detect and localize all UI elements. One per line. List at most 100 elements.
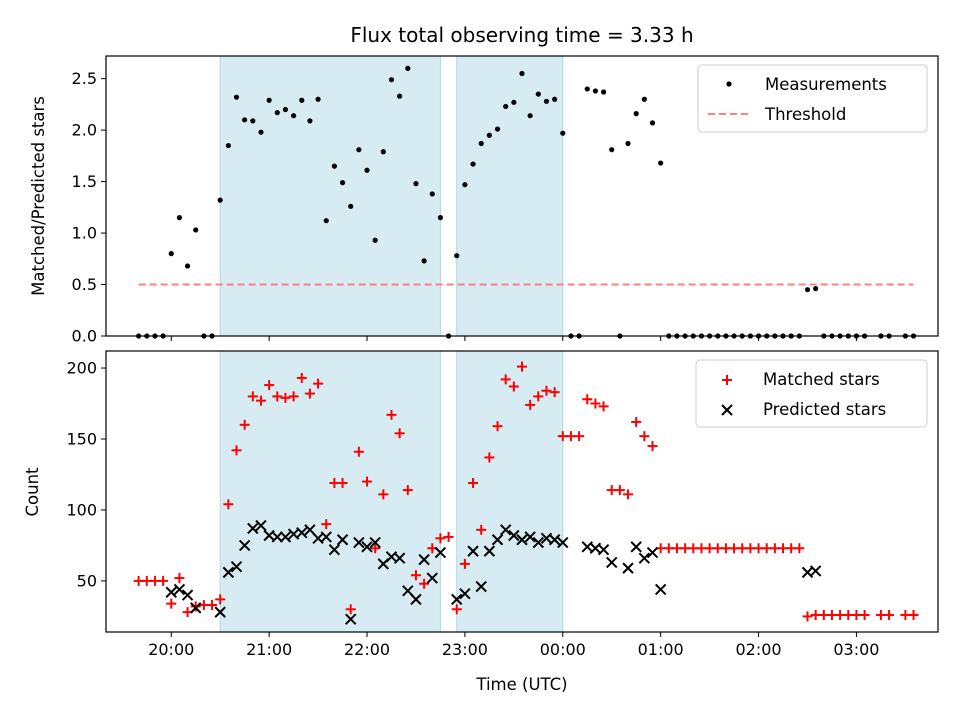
matched-stars-point	[353, 446, 364, 457]
predicted-stars-point	[230, 561, 243, 573]
measurements-point	[291, 113, 297, 119]
top-y-tick-label: 2.5	[72, 69, 97, 88]
bottom-y-axis-label: Count	[23, 467, 42, 517]
matched-stars-point	[345, 604, 356, 615]
predicted-stars-point	[630, 541, 642, 553]
measurements-point	[258, 129, 264, 135]
matched-stars-point	[549, 387, 560, 398]
measurements-point	[641, 96, 647, 102]
top-y-tick-label: 2.0	[72, 121, 97, 140]
predicted-stars-point	[597, 543, 610, 556]
bottom-legend: Matched stars Predicted stars	[695, 359, 928, 428]
bot-y-tick-label: 200	[66, 359, 97, 378]
predicted-stars-point	[557, 536, 569, 549]
top-legend-box	[697, 64, 928, 133]
predicted-stars-point	[638, 552, 651, 564]
bottom-shaded-intervals	[219, 350, 564, 633]
matched-stars-point	[321, 519, 332, 530]
top-series-group	[136, 65, 917, 339]
top-y-tick-label: 1.0	[72, 224, 97, 243]
predicted-stars-point	[499, 524, 512, 536]
measurements-point	[592, 88, 599, 94]
matched-stars-point	[459, 558, 470, 569]
matched-stars-point	[647, 441, 658, 452]
predicted-stars-point	[190, 602, 202, 614]
matched-stars-point	[435, 533, 446, 544]
measurements-point	[552, 96, 558, 102]
predicted-stars-point	[328, 543, 341, 556]
measurements-point	[633, 111, 639, 117]
measurements-point	[813, 286, 819, 292]
matched-stars-point	[264, 380, 275, 391]
predicted-stars-point	[410, 593, 422, 606]
bot-y-tick-label: 150	[66, 429, 97, 448]
predicted-stars-point	[214, 606, 226, 618]
top-legend: Measurements Threshold	[697, 64, 928, 133]
measurements-point	[193, 227, 199, 233]
predicted-stars-point	[255, 519, 267, 532]
top-panel: 0.0 0.5 1.0 1.5 2.0 2.5 Flux total observing …	[29, 23, 939, 346]
measurements-point	[282, 106, 289, 113]
top-y-tick-label: 0.0	[72, 327, 97, 346]
legend-measurements-marker	[726, 81, 732, 87]
matched-stars-point	[402, 485, 413, 496]
matched-stars-point	[508, 381, 519, 392]
measurements-point	[429, 191, 435, 197]
measurements-point	[299, 97, 305, 103]
matched-stars-point	[476, 524, 487, 535]
top-shaded-interval-0	[219, 55, 441, 337]
measurements-point	[609, 147, 615, 153]
measurements-point	[584, 86, 590, 92]
predicted-stars-point	[606, 556, 618, 569]
predicted-stars-point	[165, 586, 177, 598]
legend-predicted-label: Predicted stars	[763, 400, 886, 419]
x-tick-label: 01:00	[638, 640, 684, 659]
measurements-point	[519, 70, 525, 77]
predicted-stars-point	[418, 553, 430, 566]
measurements-point	[486, 132, 492, 138]
matched-stars-point	[288, 391, 299, 402]
predicted-stars-point	[426, 572, 438, 584]
matched-stars-point	[623, 489, 634, 500]
predicted-stars-point	[516, 534, 528, 546]
predicted-stars-point	[809, 565, 822, 577]
measurements-point	[454, 253, 460, 259]
measurements-point	[462, 182, 468, 188]
predicted-stars-point	[279, 531, 292, 543]
measurements-point	[658, 160, 664, 166]
x-tick-label: 20:00	[148, 640, 194, 659]
measurements-point	[421, 258, 427, 264]
matched-stars-point	[370, 543, 381, 554]
measurements-point	[413, 181, 419, 187]
bottom-y-ticks: 50 100 150 200	[66, 359, 106, 590]
predicted-stars-point	[296, 526, 308, 539]
matched-stars-point	[215, 594, 226, 605]
matched-stars-point	[207, 600, 218, 611]
measurements-point	[535, 91, 541, 97]
legend-measurements-label: Measurements	[765, 75, 887, 94]
predicted-stars-point	[622, 562, 634, 574]
matched-stars-point	[794, 543, 805, 554]
measurements-point	[233, 94, 240, 100]
measurements-point	[625, 140, 631, 147]
legend-predicted-marker	[721, 404, 733, 416]
predicted-stars-point	[222, 566, 235, 579]
predicted-stars-point	[434, 546, 447, 559]
matched-stars-point	[614, 485, 625, 496]
matched-stars-point	[313, 378, 324, 389]
bot-y-tick-label: 100	[66, 500, 97, 519]
predicted-stars-point	[361, 541, 373, 553]
measurements-point	[176, 215, 183, 221]
predicted-stars-point	[491, 534, 504, 546]
measurements-point	[323, 218, 329, 224]
measurements-point	[266, 97, 272, 103]
measurements-point	[184, 263, 191, 269]
measurements-point	[356, 147, 362, 153]
top-axes-frame	[105, 55, 939, 337]
bottom-series-group	[133, 361, 919, 625]
predicted-stars-point	[548, 534, 561, 546]
matched-stars-point	[631, 416, 642, 427]
measurements-point	[437, 215, 444, 221]
measurements-point	[250, 118, 256, 124]
predicted-stars-point	[369, 536, 381, 549]
